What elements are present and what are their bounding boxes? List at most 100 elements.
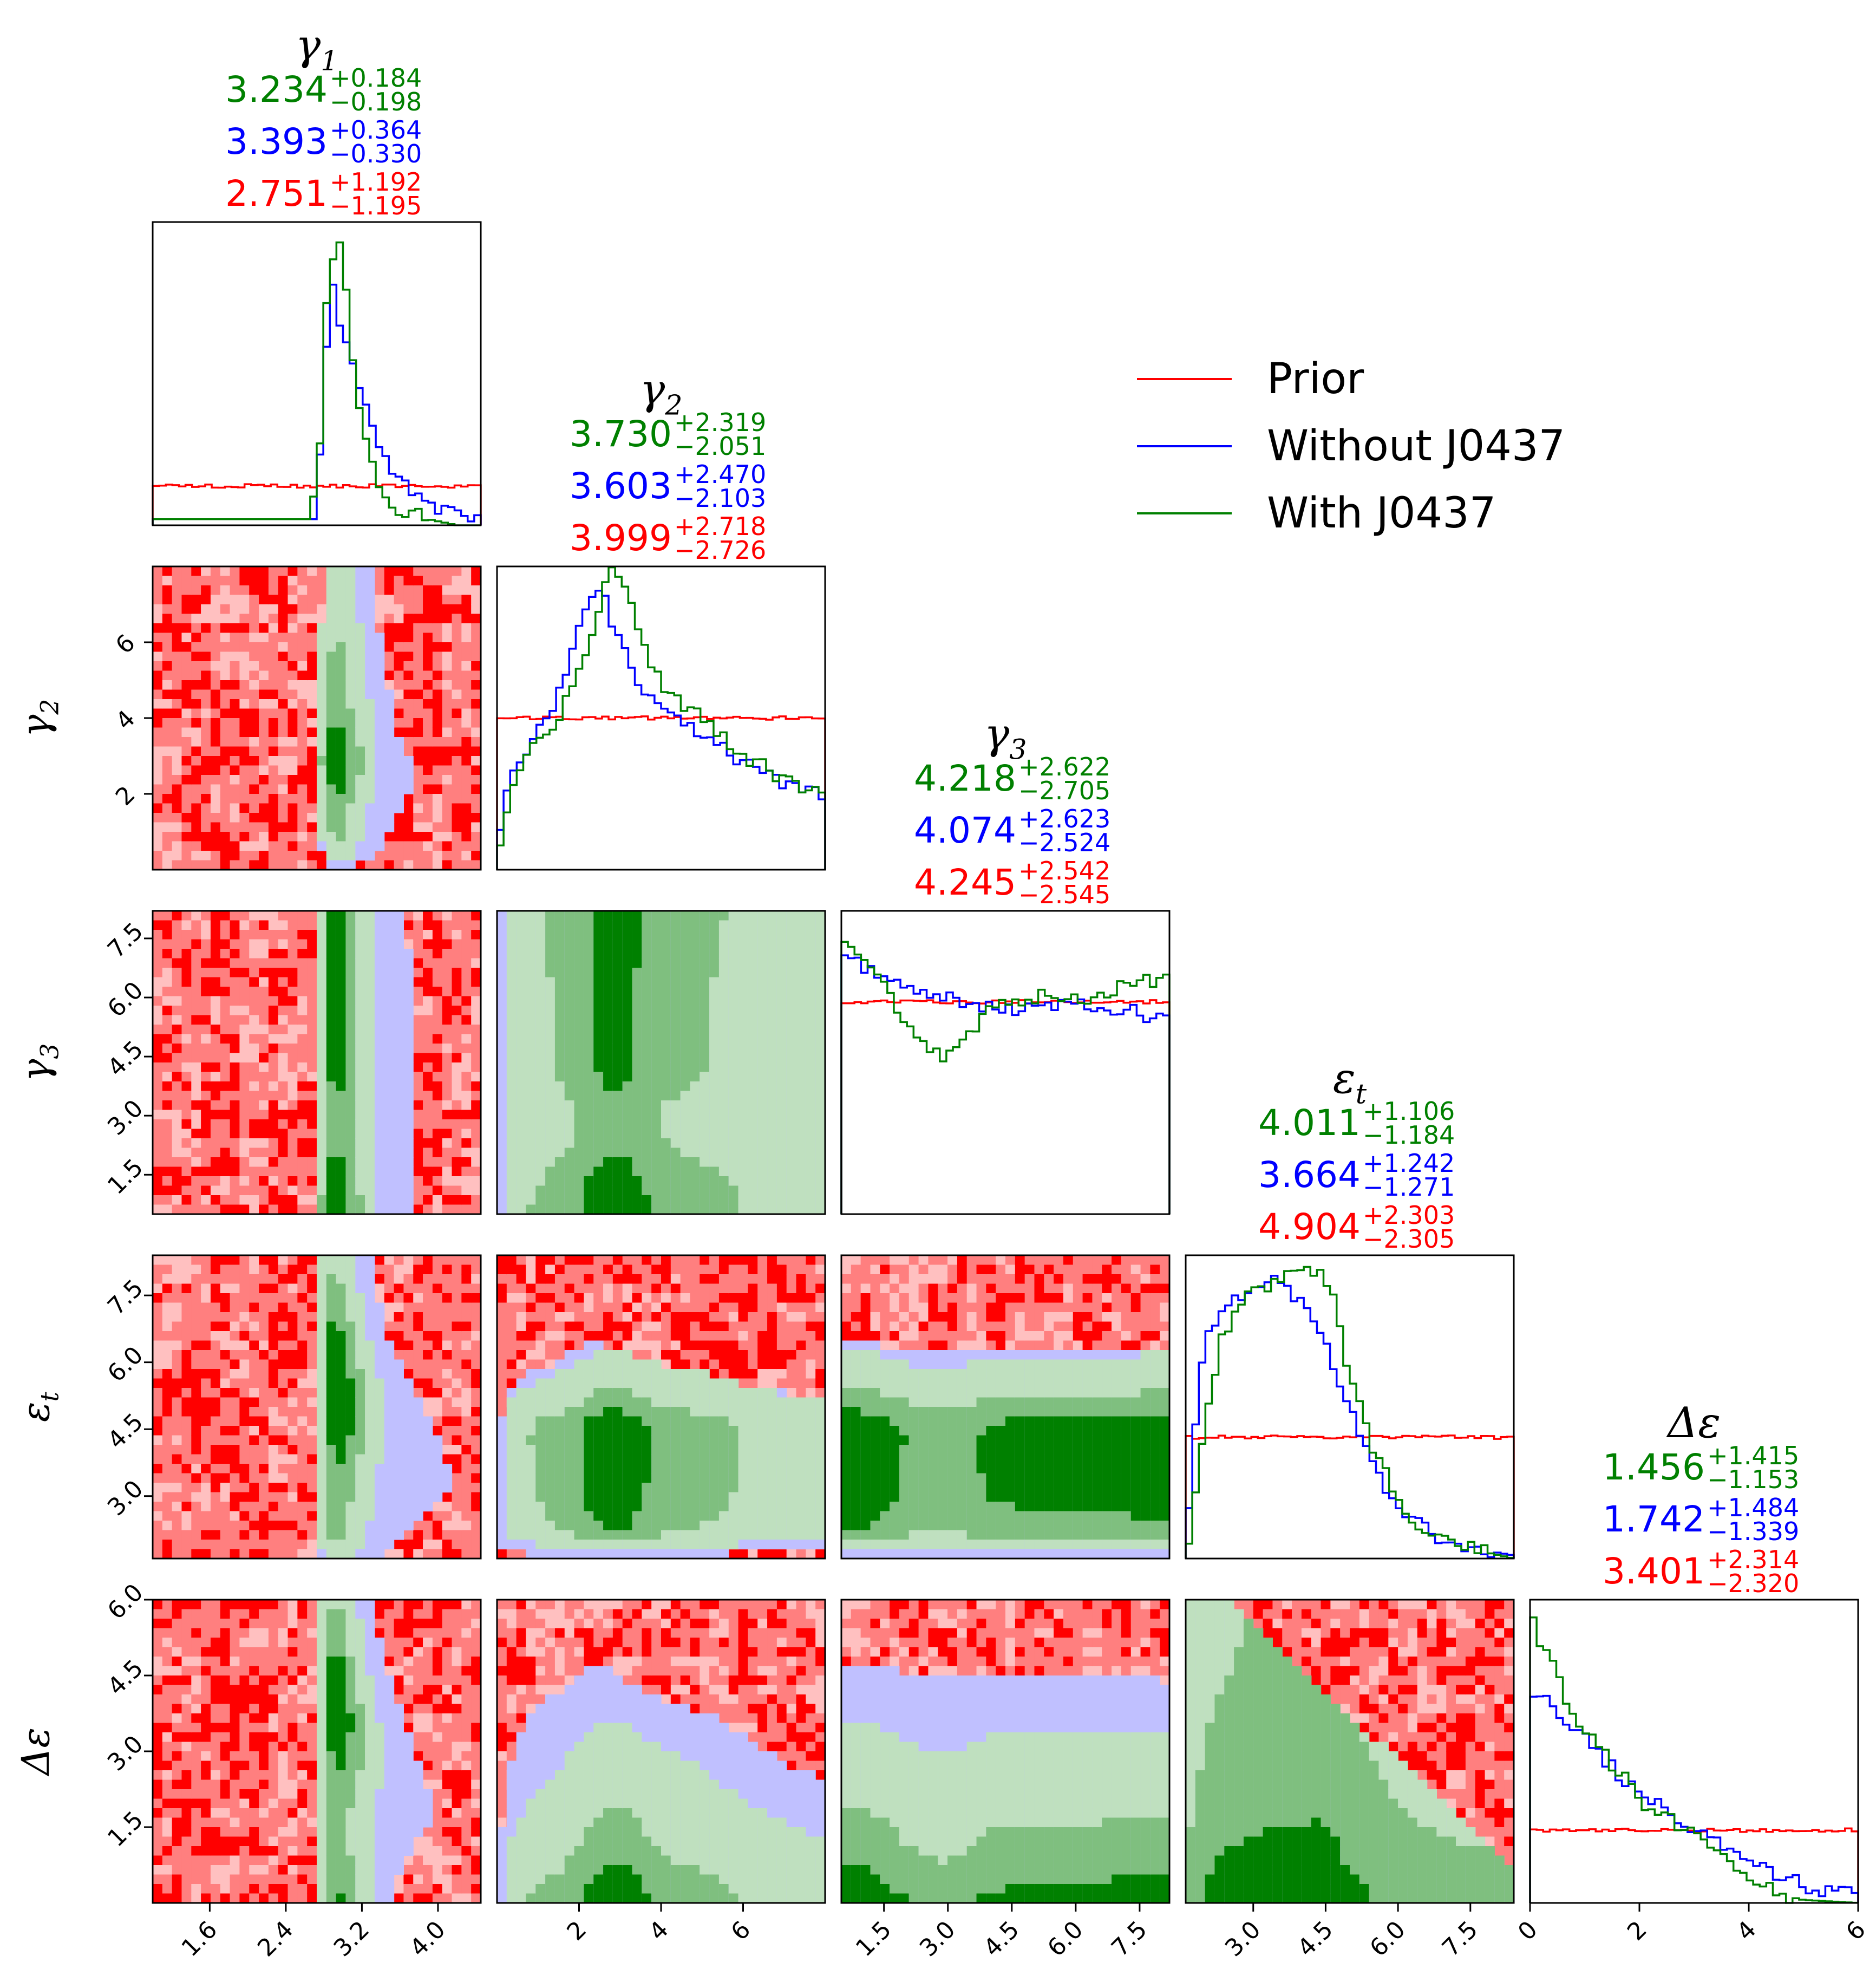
with-level — [603, 1025, 613, 1034]
prior-level — [297, 1157, 307, 1167]
prior-level — [201, 949, 211, 959]
without-level — [365, 804, 375, 813]
with-level — [355, 930, 365, 940]
prior-level — [442, 1072, 452, 1082]
prior-level — [220, 1195, 230, 1205]
without-level — [355, 576, 365, 586]
prior-level — [384, 595, 394, 605]
prior-level — [288, 832, 298, 842]
prior-level — [211, 718, 220, 728]
prior-level — [433, 595, 442, 605]
with-level — [574, 1119, 584, 1129]
prior-level — [259, 1034, 269, 1044]
prior-level — [249, 633, 259, 643]
prior-level — [220, 1091, 230, 1101]
prior-level — [269, 1148, 278, 1158]
prior-level — [278, 851, 288, 860]
with-level — [326, 633, 336, 643]
prior-level — [403, 671, 413, 681]
prior-level — [403, 860, 413, 870]
prior-level — [239, 604, 249, 614]
prior-level — [307, 690, 317, 700]
prior-level — [201, 977, 211, 987]
prior-level — [239, 1119, 249, 1129]
prior-level — [433, 652, 442, 662]
prior-level — [191, 949, 201, 959]
prior-level — [181, 794, 191, 804]
prior-level — [211, 1186, 220, 1196]
prior-level — [288, 1195, 298, 1205]
prior-level — [269, 709, 278, 719]
prior-level — [249, 1034, 259, 1044]
with-level — [517, 987, 526, 996]
with-level — [526, 1129, 535, 1139]
without-level — [497, 1176, 507, 1186]
with-level — [574, 1015, 584, 1025]
prior-level — [259, 1044, 269, 1053]
with-level — [593, 1195, 603, 1205]
prior-level — [297, 785, 307, 794]
without-level — [375, 1157, 384, 1167]
with-level — [565, 1195, 574, 1205]
prior-level — [307, 940, 317, 949]
prior-level — [230, 1025, 240, 1034]
prior-level — [413, 968, 423, 977]
prior-level — [278, 1015, 288, 1025]
prior-level — [220, 949, 230, 959]
with-level — [345, 996, 355, 1006]
prior-level — [162, 1138, 172, 1148]
with-level — [545, 949, 555, 959]
prior-level — [269, 1138, 278, 1148]
prior-level — [297, 737, 307, 747]
with-level — [507, 1025, 517, 1034]
prior-level — [288, 1034, 298, 1044]
prior-level — [433, 566, 442, 576]
with-level — [317, 813, 326, 823]
prior-level — [201, 1072, 211, 1082]
prior-level — [288, 1062, 298, 1072]
prior-level — [394, 623, 404, 633]
with-level — [365, 737, 375, 747]
prior-level — [394, 652, 404, 662]
without-level — [394, 756, 404, 766]
prior-level — [239, 566, 249, 576]
prior-level — [452, 1129, 462, 1139]
param-symbol: γ — [640, 366, 665, 414]
prior-level — [259, 1015, 269, 1025]
prior-level — [249, 785, 259, 794]
prior-level — [220, 940, 230, 949]
prior-level — [403, 604, 413, 614]
prior-level — [239, 1025, 249, 1034]
prior-level — [191, 1062, 201, 1072]
joint-γ2-γ3 — [497, 911, 826, 1215]
prior-level — [413, 604, 423, 614]
panel-frame — [841, 911, 1169, 1214]
prior-level — [230, 832, 240, 842]
prior-level — [452, 671, 462, 681]
prior-level — [230, 1138, 240, 1148]
with-level — [603, 1081, 613, 1091]
prior-level — [297, 813, 307, 823]
prior-level — [191, 1176, 201, 1186]
prior-level — [201, 1195, 211, 1205]
prior-level — [278, 1062, 288, 1072]
without-level — [394, 1006, 404, 1015]
prior-level — [181, 1025, 191, 1034]
prior-level — [230, 987, 240, 996]
prior-level — [249, 794, 259, 804]
stat-minus: −1.153 — [1707, 1465, 1799, 1494]
prior-level — [413, 623, 423, 633]
prior-level — [471, 1091, 481, 1101]
prior-level — [394, 585, 404, 595]
prior-level — [201, 671, 211, 681]
prior-level — [307, 1044, 317, 1053]
stat-median: 3.603 — [570, 465, 672, 507]
prior-level — [413, 737, 423, 747]
prior-level — [191, 1015, 201, 1025]
without-level — [497, 959, 507, 968]
prior-level — [288, 614, 298, 624]
prior-level — [471, 1129, 481, 1139]
with-level — [317, 1081, 326, 1091]
prior-level — [239, 959, 249, 968]
with-level — [365, 1015, 375, 1025]
